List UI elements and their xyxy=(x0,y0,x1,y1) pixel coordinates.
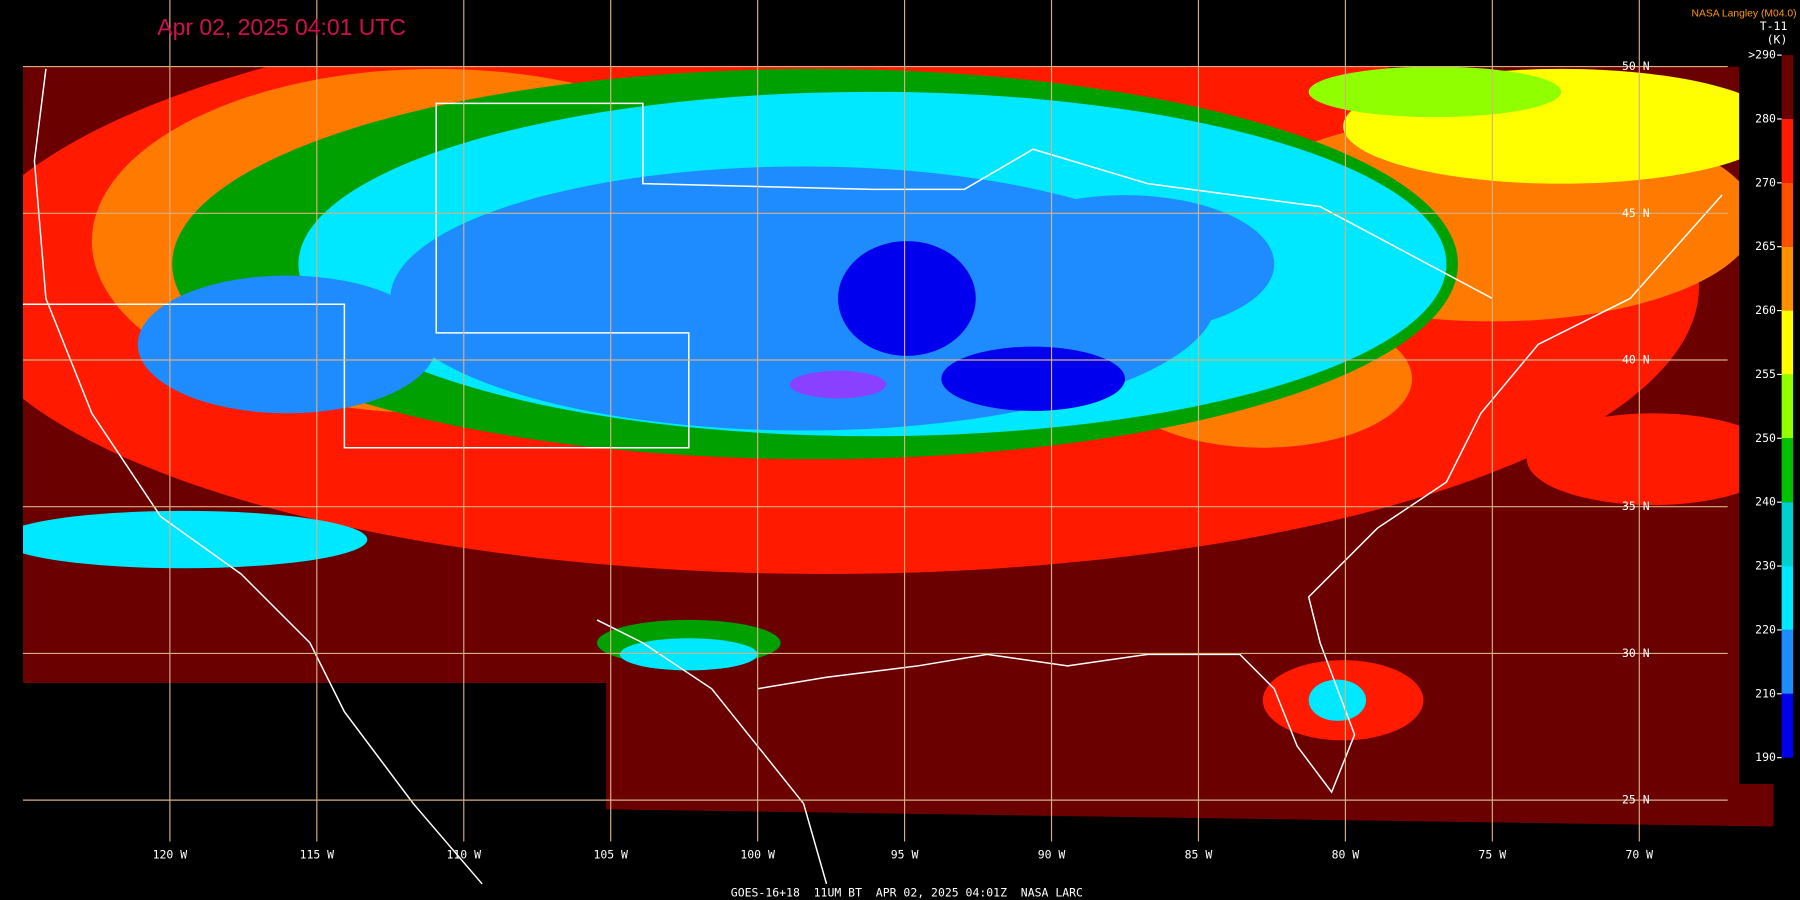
cloud-field xyxy=(137,275,437,414)
colorbar-segment xyxy=(1781,693,1794,758)
cloud-field xyxy=(619,638,758,671)
colorbar-label: 280 xyxy=(1755,111,1776,125)
longitude-label: 105 W xyxy=(593,848,628,862)
cloud-field xyxy=(1308,679,1367,721)
colorbar-segment xyxy=(1781,182,1794,247)
unit: (K) xyxy=(1767,33,1788,47)
longitude-label: 90 W xyxy=(1038,848,1066,862)
coastlines xyxy=(22,68,1723,885)
latitude-label: 45 N xyxy=(1622,206,1650,220)
colorbar-segment xyxy=(1781,374,1794,439)
colorbar-label: 210 xyxy=(1755,686,1776,700)
borders xyxy=(22,102,1493,449)
longitude-label: 75 W xyxy=(1479,848,1507,862)
colorbar-label: 260 xyxy=(1755,303,1776,317)
cloud-field xyxy=(1308,66,1562,118)
longitude-label: 100 W xyxy=(740,848,775,862)
colorbar-label: >290 xyxy=(1748,48,1776,62)
colorbar-segment xyxy=(1781,438,1794,503)
colorbar-segment xyxy=(1781,118,1794,183)
longitude-label: 120 W xyxy=(153,848,188,862)
timestamp-title: Apr 02, 2025 04:01 UTC xyxy=(157,14,406,40)
colorbar-label: 250 xyxy=(1755,431,1776,445)
colorbar-segment xyxy=(1781,310,1794,375)
cloud-layer xyxy=(22,66,1774,741)
colorbar: >290 280 270 265 260 255 250 240 230 220 210 190 xyxy=(1748,48,1794,764)
latitude-label: 30 N xyxy=(1622,646,1650,660)
longitude-label: 70 W xyxy=(1625,848,1653,862)
latitude-label: 40 N xyxy=(1622,353,1650,367)
colorbar-label: 255 xyxy=(1755,367,1776,381)
latitude-label: 25 N xyxy=(1622,793,1650,807)
product: T-11 xyxy=(1760,19,1788,33)
longitude-label: 80 W xyxy=(1332,848,1360,862)
cloud-field xyxy=(975,195,1275,333)
colorbar-label: 270 xyxy=(1755,175,1776,189)
cloud-field xyxy=(941,346,1125,411)
longitude-label: 110 W xyxy=(447,848,482,862)
colorbar-segment xyxy=(1781,55,1794,119)
colorbar-label: 220 xyxy=(1755,622,1776,636)
latitude-label: 50 N xyxy=(1622,59,1650,73)
colorbar-label: 190 xyxy=(1755,750,1776,764)
gulf-east-coast xyxy=(757,194,1723,794)
latitude-label: 35 N xyxy=(1622,499,1650,513)
colorbar-segment xyxy=(1781,502,1794,567)
credit: NASA Langley (M04.0) xyxy=(1691,9,1796,20)
longitude-label: 95 W xyxy=(891,848,919,862)
colorbar-segment xyxy=(1781,629,1794,694)
colorbar-label: 230 xyxy=(1755,559,1776,573)
colorbar-label: 240 xyxy=(1755,495,1776,509)
cloud-field xyxy=(22,510,368,569)
longitude-label: 85 W xyxy=(1185,848,1213,862)
cloud-field xyxy=(789,370,887,399)
footer: GOES-16+18 11UM BT APR 02, 2025 04:01Z N… xyxy=(731,886,1083,900)
graticule: 50 N 45 N 40 N 35 N 30 N 25 N 120 W 115 W 110 W 1… xyxy=(22,0,1728,862)
colorbar-label: 265 xyxy=(1755,239,1776,253)
longitude-label: 115 W xyxy=(300,848,335,862)
mexico-coast xyxy=(596,619,828,885)
colorbar-segment xyxy=(1781,246,1794,311)
colorbar-segment xyxy=(1781,566,1794,630)
cloud-field xyxy=(1526,413,1774,506)
cloud-field xyxy=(838,241,976,356)
west-coast xyxy=(33,68,483,885)
